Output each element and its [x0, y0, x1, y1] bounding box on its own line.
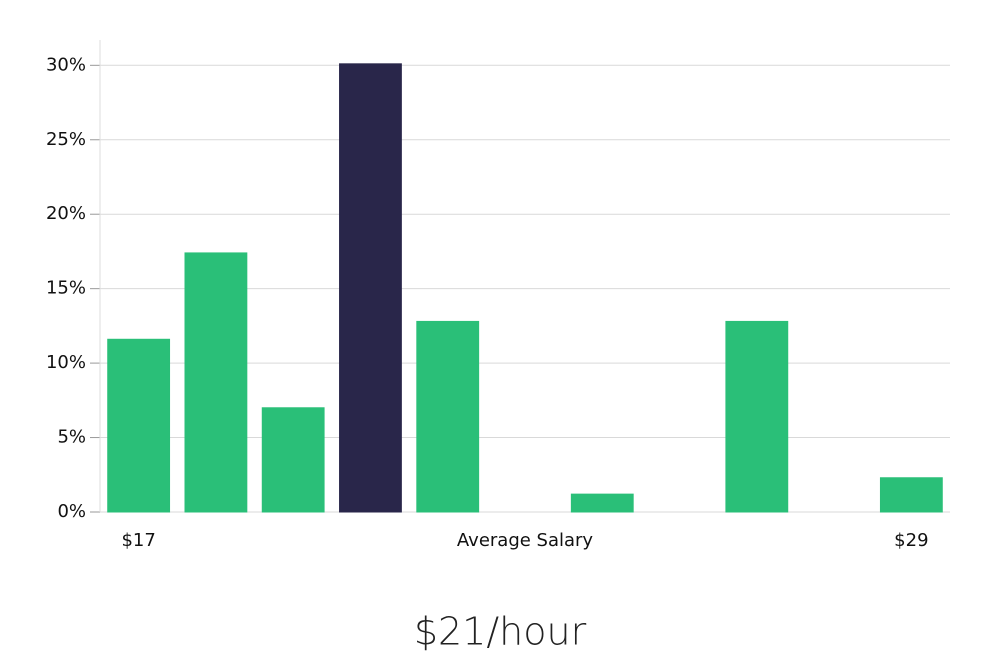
bar [879, 477, 943, 513]
y-tick-label: 20% [46, 203, 86, 224]
y-tick-label: 0% [57, 501, 86, 522]
y-tick-label: 25% [46, 129, 86, 150]
y-tick-label: 5% [57, 427, 86, 448]
bar [416, 320, 480, 513]
bar [184, 252, 248, 513]
x-tick-label: $29 [894, 530, 928, 551]
summary: $21/hour [414, 610, 587, 654]
bar [725, 320, 789, 513]
bar [261, 407, 325, 513]
x-tick-label: $17 [121, 530, 155, 551]
bar [570, 493, 634, 513]
y-tick-label: 30% [46, 54, 86, 75]
bar [107, 338, 171, 513]
x-axis-label: Average Salary [457, 530, 594, 551]
y-tick-label: 15% [46, 278, 86, 299]
bar [339, 63, 402, 513]
y-tick-label: 10% [46, 352, 86, 373]
